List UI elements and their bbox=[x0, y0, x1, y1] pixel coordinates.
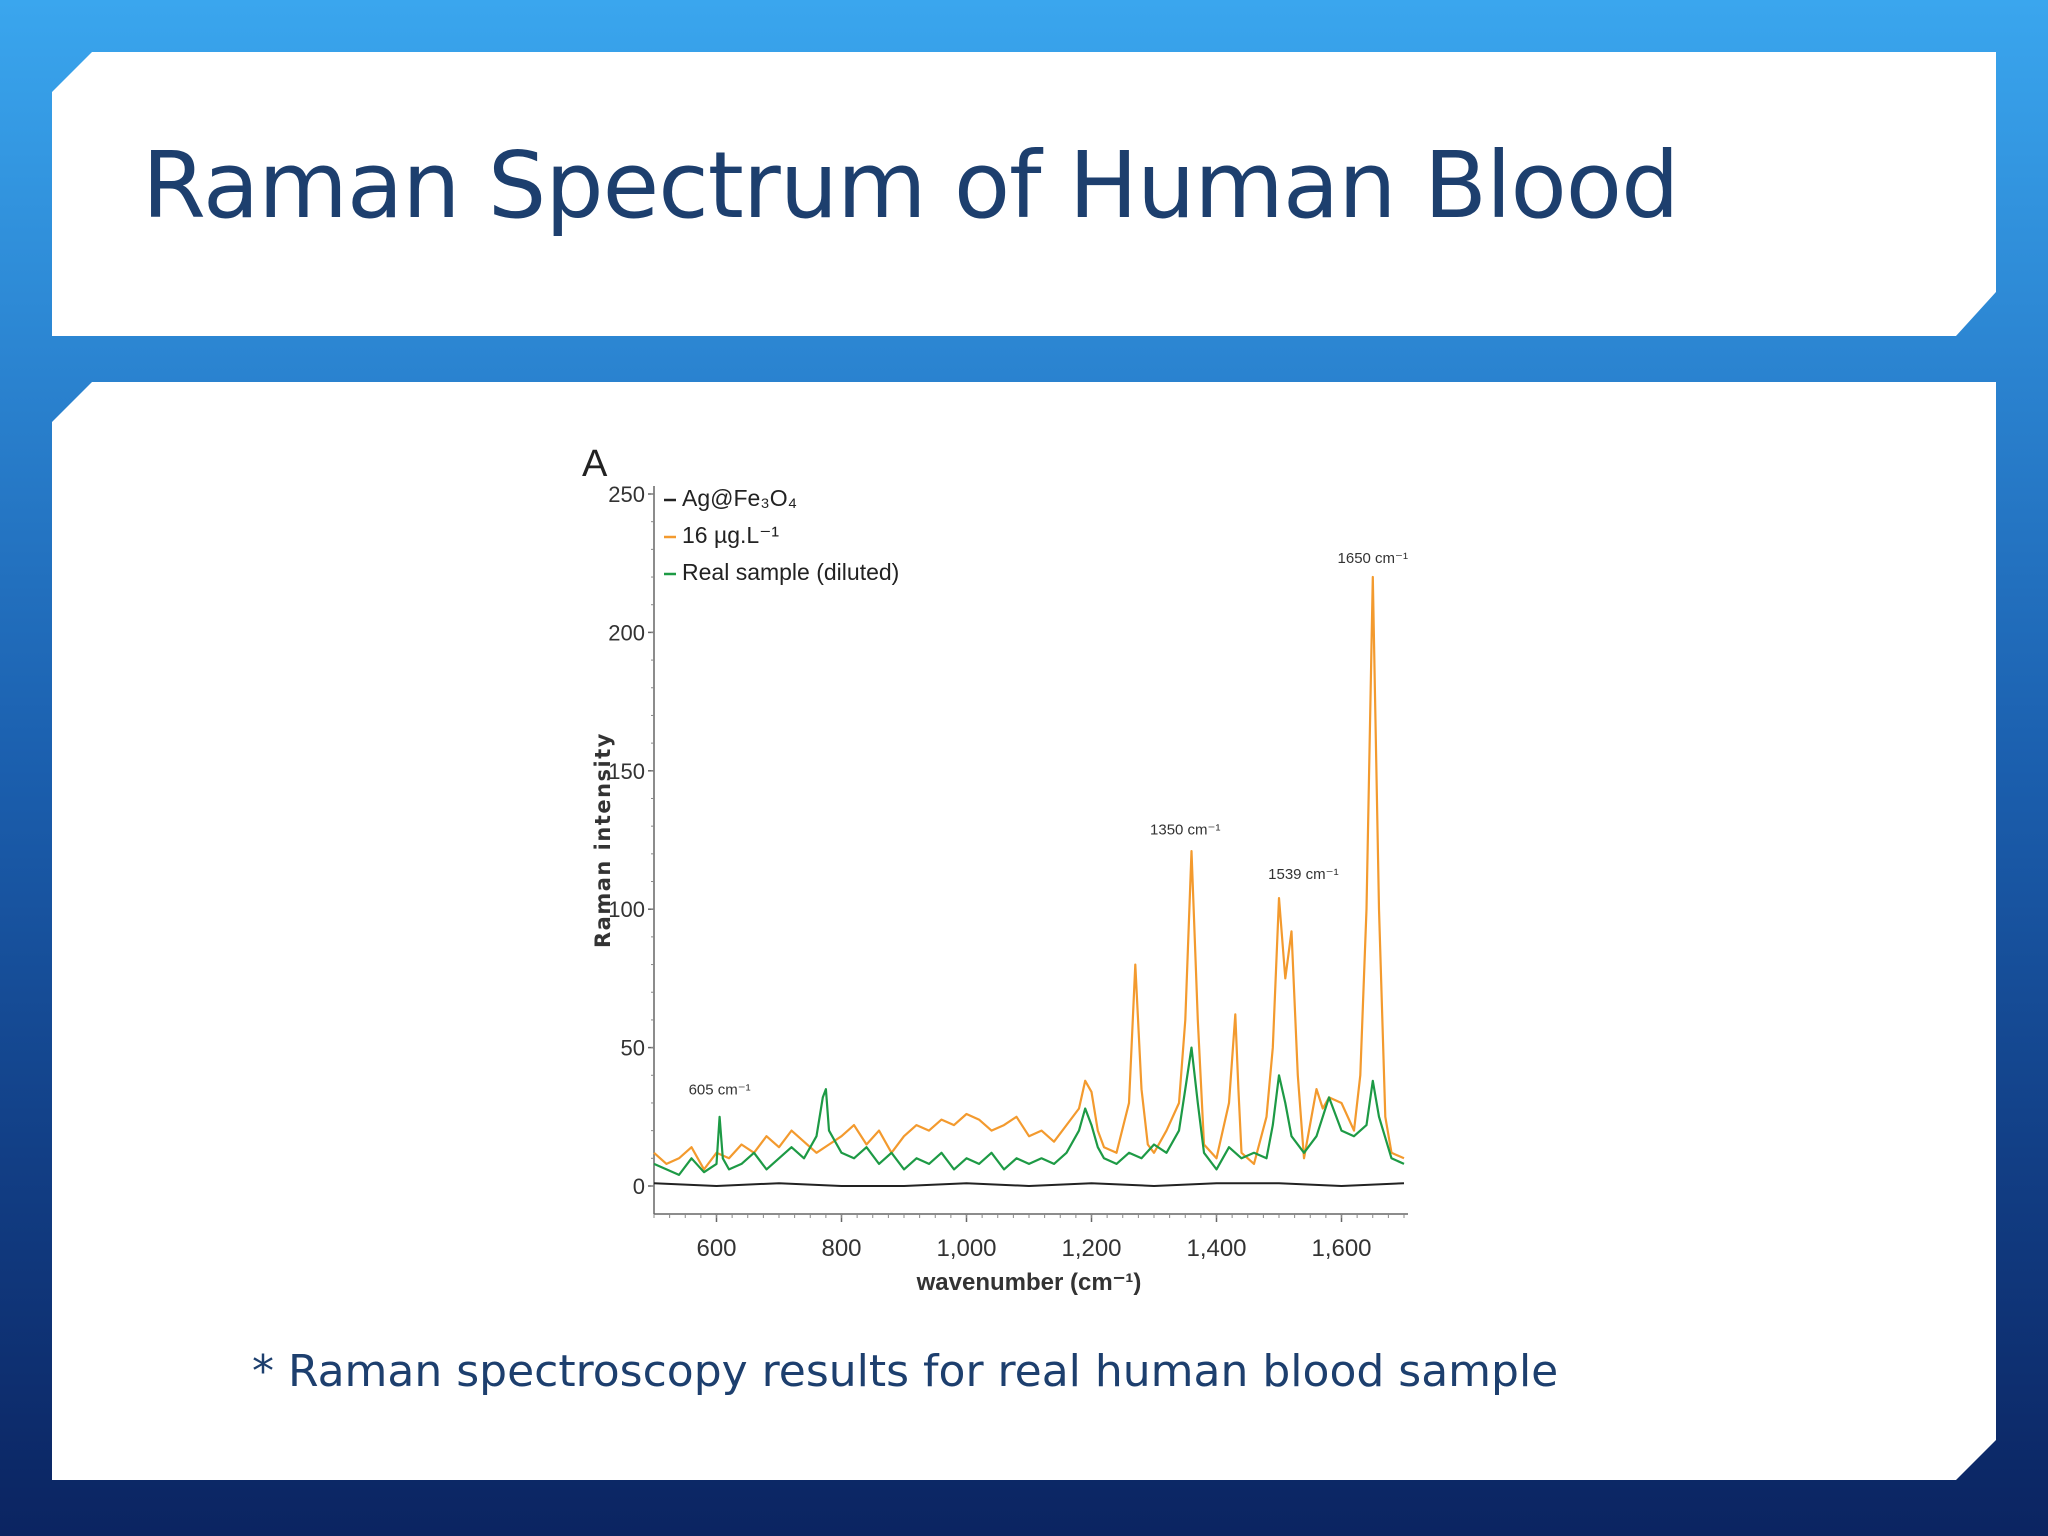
slide-caption: * Raman spectroscopy results for real hu… bbox=[252, 1346, 1559, 1397]
y-tick-label: 200 bbox=[608, 620, 645, 645]
y-tick-label: 50 bbox=[621, 1036, 645, 1061]
content-panel bbox=[52, 382, 1996, 1480]
peak-annotation: 1539 cm⁻¹ bbox=[1268, 866, 1338, 883]
y-tick-label: 100 bbox=[608, 897, 645, 922]
x-tick-label: 800 bbox=[821, 1235, 861, 1262]
legend-entry: Real sample (diluted) bbox=[682, 559, 899, 585]
x-tick-label: 600 bbox=[696, 1235, 736, 1262]
y-tick-label: 250 bbox=[608, 482, 645, 507]
title-panel bbox=[52, 52, 1996, 336]
y-tick-label: 0 bbox=[633, 1174, 645, 1199]
legend-entry: Ag@Fe₃O₄ bbox=[682, 485, 797, 511]
x-tick-label: 1,000 bbox=[936, 1235, 996, 1262]
raman-spectrum-chart: A 0 50 100 150 200 250 600 800 1,000 1,200 1,400 1,6… bbox=[582, 443, 1408, 1296]
series-line-3 bbox=[653, 1046, 1405, 1177]
x-tick-label: 1,600 bbox=[1311, 1235, 1371, 1262]
peak-annotation: 1650 cm⁻¹ bbox=[1338, 550, 1408, 567]
peak-annotation: 1350 cm⁻¹ bbox=[1150, 821, 1220, 838]
panel-label: A bbox=[582, 443, 608, 485]
slide-title: Raman Spectrum of Human Blood bbox=[142, 132, 1679, 239]
raman-spectrum-figure: A 0 50 100 150 200 250 600 800 1,000 1,200 1,400 1,6… bbox=[574, 434, 1418, 1300]
y-tick-label: 150 bbox=[608, 759, 645, 784]
series-line-1 bbox=[653, 1182, 1405, 1187]
x-tick-label: 1,200 bbox=[1061, 1235, 1121, 1262]
y-axis-title: Raman intensity bbox=[591, 732, 615, 948]
legend-entry: 16 µg.L⁻¹ bbox=[682, 522, 779, 548]
peak-annotation: 605 cm⁻¹ bbox=[689, 1082, 751, 1099]
x-axis-title: wavenumber (cm⁻¹) bbox=[916, 1269, 1142, 1296]
x-tick-label: 1,400 bbox=[1186, 1235, 1246, 1262]
